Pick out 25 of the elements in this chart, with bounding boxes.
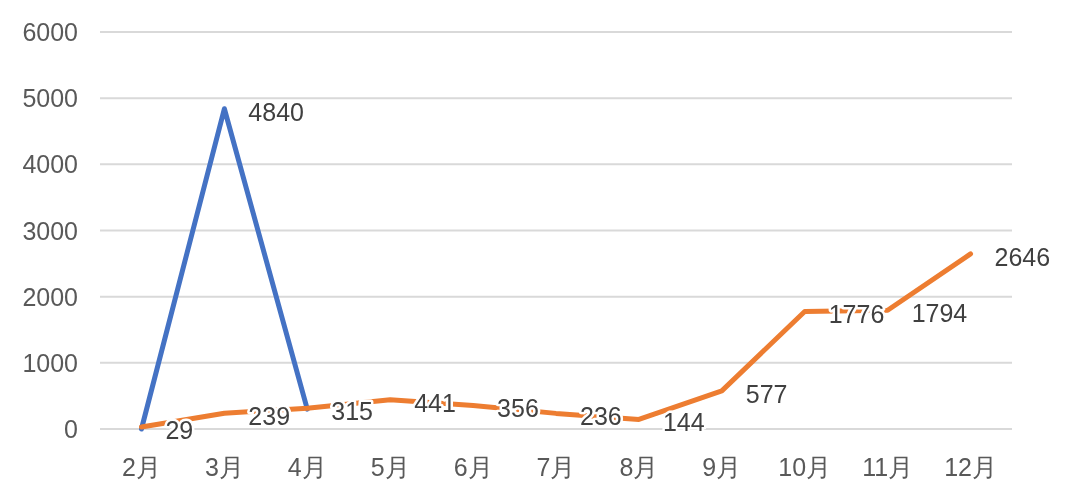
y-tick-label: 2000 (22, 282, 78, 311)
y-tick-label: 1000 (22, 348, 78, 377)
x-tick-label: 9月 (702, 453, 742, 481)
y-tick-label: 5000 (22, 84, 78, 113)
data-label: 4840 (248, 97, 304, 126)
x-tick-label: 6月 (453, 453, 493, 481)
x-tick-label: 4月 (287, 453, 327, 481)
y-tick-label: 3000 (22, 216, 78, 245)
x-tick-label: 7月 (536, 453, 576, 481)
data-label: 2646 (994, 242, 1051, 271)
data-label: 577 (745, 379, 788, 408)
y-tick-label: 0 (64, 415, 78, 443)
x-tick-label: 3月 (204, 453, 244, 481)
x-tick-label: 2月 (122, 453, 161, 481)
x-tick-label: 12月 (944, 453, 997, 481)
x-tick-label: 10月 (778, 453, 832, 481)
data-label: 1794 (911, 299, 968, 328)
data-label: 144 (662, 408, 705, 437)
x-tick-label: 5月 (370, 453, 410, 481)
data-label: 29 (165, 416, 194, 445)
y-tick-label: 4000 (22, 150, 78, 179)
x-tick-label: 11月 (862, 453, 914, 481)
data-label: 315 (331, 397, 373, 426)
x-tick-label: 8月 (619, 453, 659, 481)
y-tick-label: 6000 (22, 18, 78, 46)
